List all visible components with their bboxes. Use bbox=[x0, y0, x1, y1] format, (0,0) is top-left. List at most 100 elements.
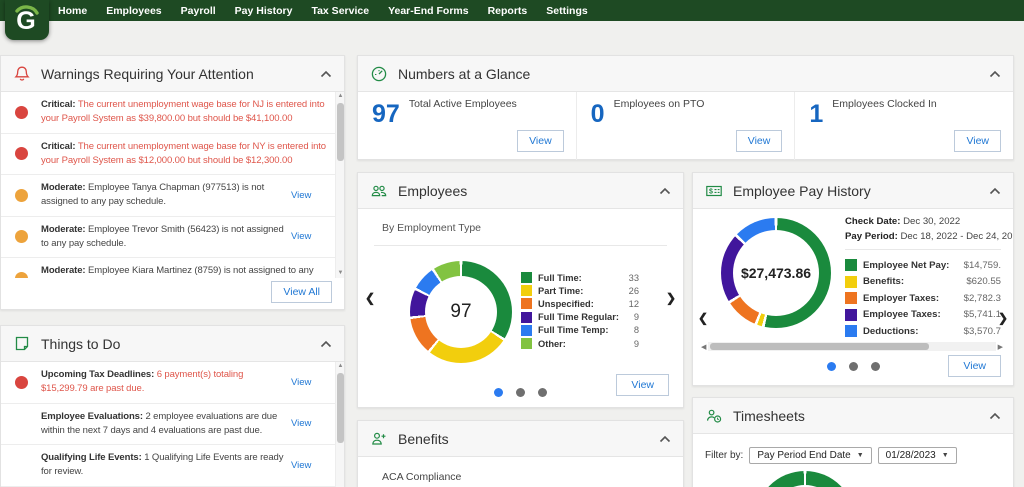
aca-compliance-link[interactable]: ACA Compliance bbox=[358, 457, 683, 483]
scroll-down-icon[interactable]: ▼ bbox=[336, 269, 344, 278]
gauge-icon bbox=[370, 65, 388, 83]
filter-date-dropdown[interactable]: 01/28/2023▼ bbox=[878, 447, 957, 464]
legend-item: Employer Taxes:$2,782.3 bbox=[845, 290, 1001, 307]
check-info: Check Date: Dec 30, 2022 Pay Period: Dec… bbox=[845, 215, 1012, 245]
legend-item: Employee Net Pay:$14,759. bbox=[845, 257, 1001, 274]
scrollbar-thumb[interactable] bbox=[337, 373, 344, 443]
glance-header: Numbers at a Glance bbox=[358, 56, 1013, 92]
stat-label: Total Active Employees bbox=[409, 98, 517, 110]
scroll-right-icon[interactable]: ▶ bbox=[998, 343, 1003, 351]
brand-g-icon: G bbox=[11, 4, 43, 36]
nav-item-year-end-forms[interactable]: Year-End Forms bbox=[388, 5, 469, 17]
moderate-dot bbox=[15, 189, 28, 202]
glance-stats: 97 Total Active Employees View 0Employees… bbox=[358, 92, 1013, 160]
chevron-up-icon bbox=[659, 187, 671, 195]
carousel-prev-icon[interactable]: ❮ bbox=[698, 311, 708, 325]
carousel-prev-icon[interactable]: ❮ bbox=[365, 291, 375, 305]
view-all-button[interactable]: View All bbox=[271, 281, 332, 303]
nav-list: Home Employees Payroll Pay History Tax S… bbox=[58, 0, 1024, 21]
stat-value: 1 bbox=[809, 100, 823, 128]
collapse-pay-history-button[interactable] bbox=[989, 187, 1001, 195]
stat-label: Employees Clocked In bbox=[832, 98, 936, 110]
view-link[interactable]: View bbox=[291, 231, 323, 242]
nav-item-pay-history[interactable]: Pay History bbox=[235, 5, 293, 17]
benefits-header: Benefits bbox=[358, 421, 683, 457]
carousel-next-icon[interactable]: ❯ bbox=[666, 291, 676, 305]
top-nav: Home Employees Payroll Pay History Tax S… bbox=[0, 0, 1024, 21]
legend-item: Unspecified:12 bbox=[521, 297, 639, 310]
view-button[interactable]: View bbox=[616, 374, 669, 396]
nav-item-employees[interactable]: Employees bbox=[106, 5, 161, 17]
caret-down-icon: ▼ bbox=[857, 452, 864, 459]
nav-item-settings[interactable]: Settings bbox=[546, 5, 587, 17]
stat-employees-clocked-in: 1 Employees Clocked In View bbox=[795, 92, 1013, 160]
stat-value: 97 bbox=[372, 100, 400, 128]
view-link[interactable]: View bbox=[291, 460, 323, 471]
view-link[interactable]: View bbox=[291, 377, 323, 388]
nav-item-payroll[interactable]: Payroll bbox=[181, 5, 216, 17]
collapse-glance-button[interactable] bbox=[989, 70, 1001, 78]
collapse-todo-button[interactable] bbox=[320, 340, 332, 348]
warning-label: Moderate: bbox=[41, 265, 86, 276]
warnings-scrollbar[interactable]: ▲ ▼ bbox=[335, 92, 344, 278]
pay-history-hscrollbar[interactable]: ◀ ▶ bbox=[701, 341, 1003, 352]
scroll-left-icon[interactable]: ◀ bbox=[701, 343, 706, 351]
carousel-dot[interactable] bbox=[827, 362, 836, 371]
pay-history-legend: Employee Net Pay:$14,759. Benefits:$620.… bbox=[845, 257, 1001, 340]
scroll-up-icon[interactable]: ▲ bbox=[336, 362, 344, 371]
stat-employees-on-pto: 0Employees on PTO View bbox=[577, 92, 796, 160]
paycheck-icon: $ bbox=[705, 182, 723, 200]
carousel-dot[interactable] bbox=[849, 362, 858, 371]
collapse-benefits-button[interactable] bbox=[659, 435, 671, 443]
chevron-up-icon bbox=[320, 340, 332, 348]
scrollbar-thumb[interactable] bbox=[710, 343, 928, 350]
check-date-value: Dec 30, 2022 bbox=[903, 216, 960, 227]
view-button[interactable]: View bbox=[517, 130, 564, 152]
collapse-employees-button[interactable] bbox=[659, 187, 671, 195]
nav-item-reports[interactable]: Reports bbox=[488, 5, 528, 17]
warning-item: Critical: The current unemployment wage … bbox=[1, 92, 335, 134]
collapse-warnings-button[interactable] bbox=[320, 70, 332, 78]
filter-field-dropdown[interactable]: Pay Period End Date▼ bbox=[749, 447, 871, 464]
scrollbar-thumb[interactable] bbox=[337, 103, 344, 161]
view-button[interactable]: View bbox=[736, 130, 783, 152]
legend-item: Employee Taxes:$5,741.1 bbox=[845, 307, 1001, 324]
todo-label: Upcoming Tax Deadlines: bbox=[41, 369, 154, 380]
nav-item-tax-service[interactable]: Tax Service bbox=[311, 5, 369, 17]
warning-label: Critical: bbox=[41, 141, 75, 152]
chevron-up-icon bbox=[989, 70, 1001, 78]
legend-item: Benefits:$620.55 bbox=[845, 274, 1001, 291]
pay-history-title: Employee Pay History bbox=[733, 183, 871, 199]
view-link[interactable]: View bbox=[291, 418, 323, 429]
todo-item: Upcoming Tax Deadlines: 6 payment(s) tot… bbox=[1, 362, 335, 404]
alert-dot bbox=[15, 376, 28, 389]
collapse-timesheets-button[interactable] bbox=[989, 412, 1001, 420]
pay-history-header: $ Employee Pay History bbox=[693, 173, 1013, 209]
todo-title: Things to Do bbox=[41, 336, 120, 352]
legend-swatch bbox=[521, 272, 532, 283]
dashboard-page: Home Employees Payroll Pay History Tax S… bbox=[0, 0, 1024, 487]
todo-scrollbar[interactable]: ▲ ▼ bbox=[335, 362, 344, 487]
legend-swatch bbox=[521, 298, 532, 309]
view-button[interactable]: View bbox=[948, 355, 1001, 377]
view-link[interactable]: View bbox=[291, 190, 323, 201]
employees-header: Employees bbox=[358, 173, 683, 209]
warnings-header: Warnings Requiring Your Attention bbox=[1, 56, 344, 92]
carousel-dot[interactable] bbox=[538, 388, 547, 397]
filter-label: Filter by: bbox=[705, 450, 743, 461]
person-clock-icon bbox=[705, 407, 723, 425]
carousel-dot[interactable] bbox=[871, 362, 880, 371]
view-button[interactable]: View bbox=[954, 130, 1001, 152]
legend-item: Deductions:$3,570.7 bbox=[845, 323, 1001, 340]
scroll-up-icon[interactable]: ▲ bbox=[336, 92, 344, 101]
carousel-dot[interactable] bbox=[516, 388, 525, 397]
pay-history-donut: $27,473.86 bbox=[721, 218, 831, 328]
warning-item: Critical: The current unemployment wage … bbox=[1, 134, 335, 176]
critical-dot bbox=[15, 106, 28, 119]
legend-item: Other:9 bbox=[521, 337, 639, 350]
nav-item-home[interactable]: Home bbox=[58, 5, 87, 17]
brand-logo[interactable]: G bbox=[5, 0, 49, 40]
warning-label: Critical: bbox=[41, 99, 75, 110]
timesheets-title: Timesheets bbox=[733, 408, 805, 424]
carousel-dot[interactable] bbox=[494, 388, 503, 397]
